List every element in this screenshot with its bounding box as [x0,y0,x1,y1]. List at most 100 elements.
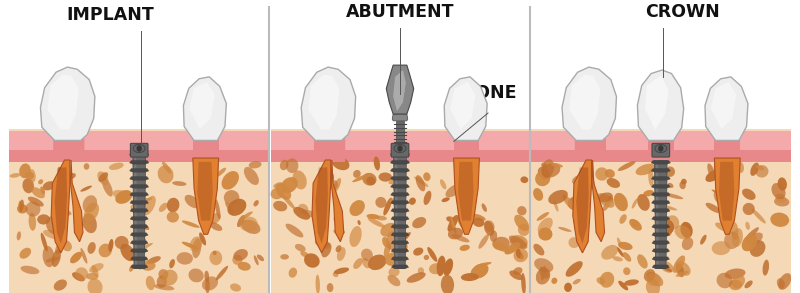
Polygon shape [52,139,84,162]
Ellipse shape [200,204,208,209]
Ellipse shape [623,252,631,262]
Ellipse shape [29,169,36,183]
Ellipse shape [249,161,262,168]
Ellipse shape [679,181,686,189]
Ellipse shape [225,202,234,213]
Ellipse shape [595,167,609,181]
Ellipse shape [274,182,283,188]
Ellipse shape [321,243,331,258]
Ellipse shape [300,251,309,258]
Ellipse shape [295,244,306,252]
Ellipse shape [55,241,64,254]
Ellipse shape [289,268,297,278]
Ellipse shape [541,265,546,280]
Ellipse shape [558,227,571,232]
Ellipse shape [206,279,210,293]
Ellipse shape [598,193,614,208]
Ellipse shape [334,268,349,274]
Polygon shape [130,168,149,172]
Ellipse shape [378,173,392,182]
Polygon shape [130,193,149,196]
Ellipse shape [707,163,715,180]
Ellipse shape [471,214,486,221]
Ellipse shape [442,197,450,202]
Ellipse shape [368,255,386,270]
Ellipse shape [87,279,102,293]
Ellipse shape [244,167,259,185]
Polygon shape [647,139,674,160]
Ellipse shape [424,255,429,260]
Ellipse shape [98,243,112,257]
Polygon shape [270,131,530,150]
Ellipse shape [516,251,524,259]
Polygon shape [638,70,684,140]
Ellipse shape [618,242,633,250]
Ellipse shape [75,267,88,280]
Ellipse shape [162,161,171,174]
Polygon shape [190,82,214,129]
Ellipse shape [18,201,22,213]
Ellipse shape [329,180,338,190]
Ellipse shape [608,196,614,202]
Ellipse shape [452,234,470,242]
Ellipse shape [41,233,48,251]
Ellipse shape [398,232,410,245]
Polygon shape [651,185,670,188]
Ellipse shape [337,247,346,261]
Ellipse shape [387,275,400,286]
Ellipse shape [717,273,733,288]
Polygon shape [705,77,748,140]
Polygon shape [390,193,410,196]
Ellipse shape [192,239,202,258]
Ellipse shape [70,252,82,263]
Ellipse shape [19,163,30,178]
Polygon shape [574,139,606,162]
Ellipse shape [775,194,786,203]
Polygon shape [651,177,670,180]
Ellipse shape [91,265,98,277]
Ellipse shape [98,171,109,185]
Ellipse shape [362,258,370,268]
Polygon shape [714,139,740,162]
Polygon shape [531,131,791,150]
Ellipse shape [361,248,373,261]
Text: ABUTMENT: ABUTMENT [346,3,454,21]
Ellipse shape [37,214,50,224]
Ellipse shape [676,263,684,277]
Ellipse shape [541,163,546,168]
Ellipse shape [270,188,284,199]
Ellipse shape [202,194,212,200]
Ellipse shape [573,279,581,285]
Ellipse shape [317,176,323,195]
Ellipse shape [385,252,402,266]
Ellipse shape [19,248,31,259]
Polygon shape [391,249,409,253]
Ellipse shape [534,244,544,255]
Ellipse shape [778,273,791,290]
Polygon shape [391,257,409,260]
Ellipse shape [389,178,399,184]
Polygon shape [130,257,148,260]
Ellipse shape [298,204,308,214]
Polygon shape [651,193,670,196]
Ellipse shape [43,230,62,239]
Polygon shape [531,6,791,129]
Ellipse shape [660,265,672,272]
Polygon shape [51,160,70,253]
Ellipse shape [21,266,39,274]
Ellipse shape [746,222,750,230]
Ellipse shape [40,187,45,195]
Ellipse shape [210,222,222,231]
Ellipse shape [177,252,193,265]
Polygon shape [130,185,149,188]
Polygon shape [9,131,269,162]
Ellipse shape [19,200,24,212]
Ellipse shape [273,201,287,211]
Ellipse shape [473,218,485,227]
Text: BONE: BONE [462,84,518,102]
Ellipse shape [716,161,724,166]
Ellipse shape [158,166,174,183]
Ellipse shape [213,251,217,255]
Ellipse shape [276,183,291,200]
Ellipse shape [706,170,721,182]
